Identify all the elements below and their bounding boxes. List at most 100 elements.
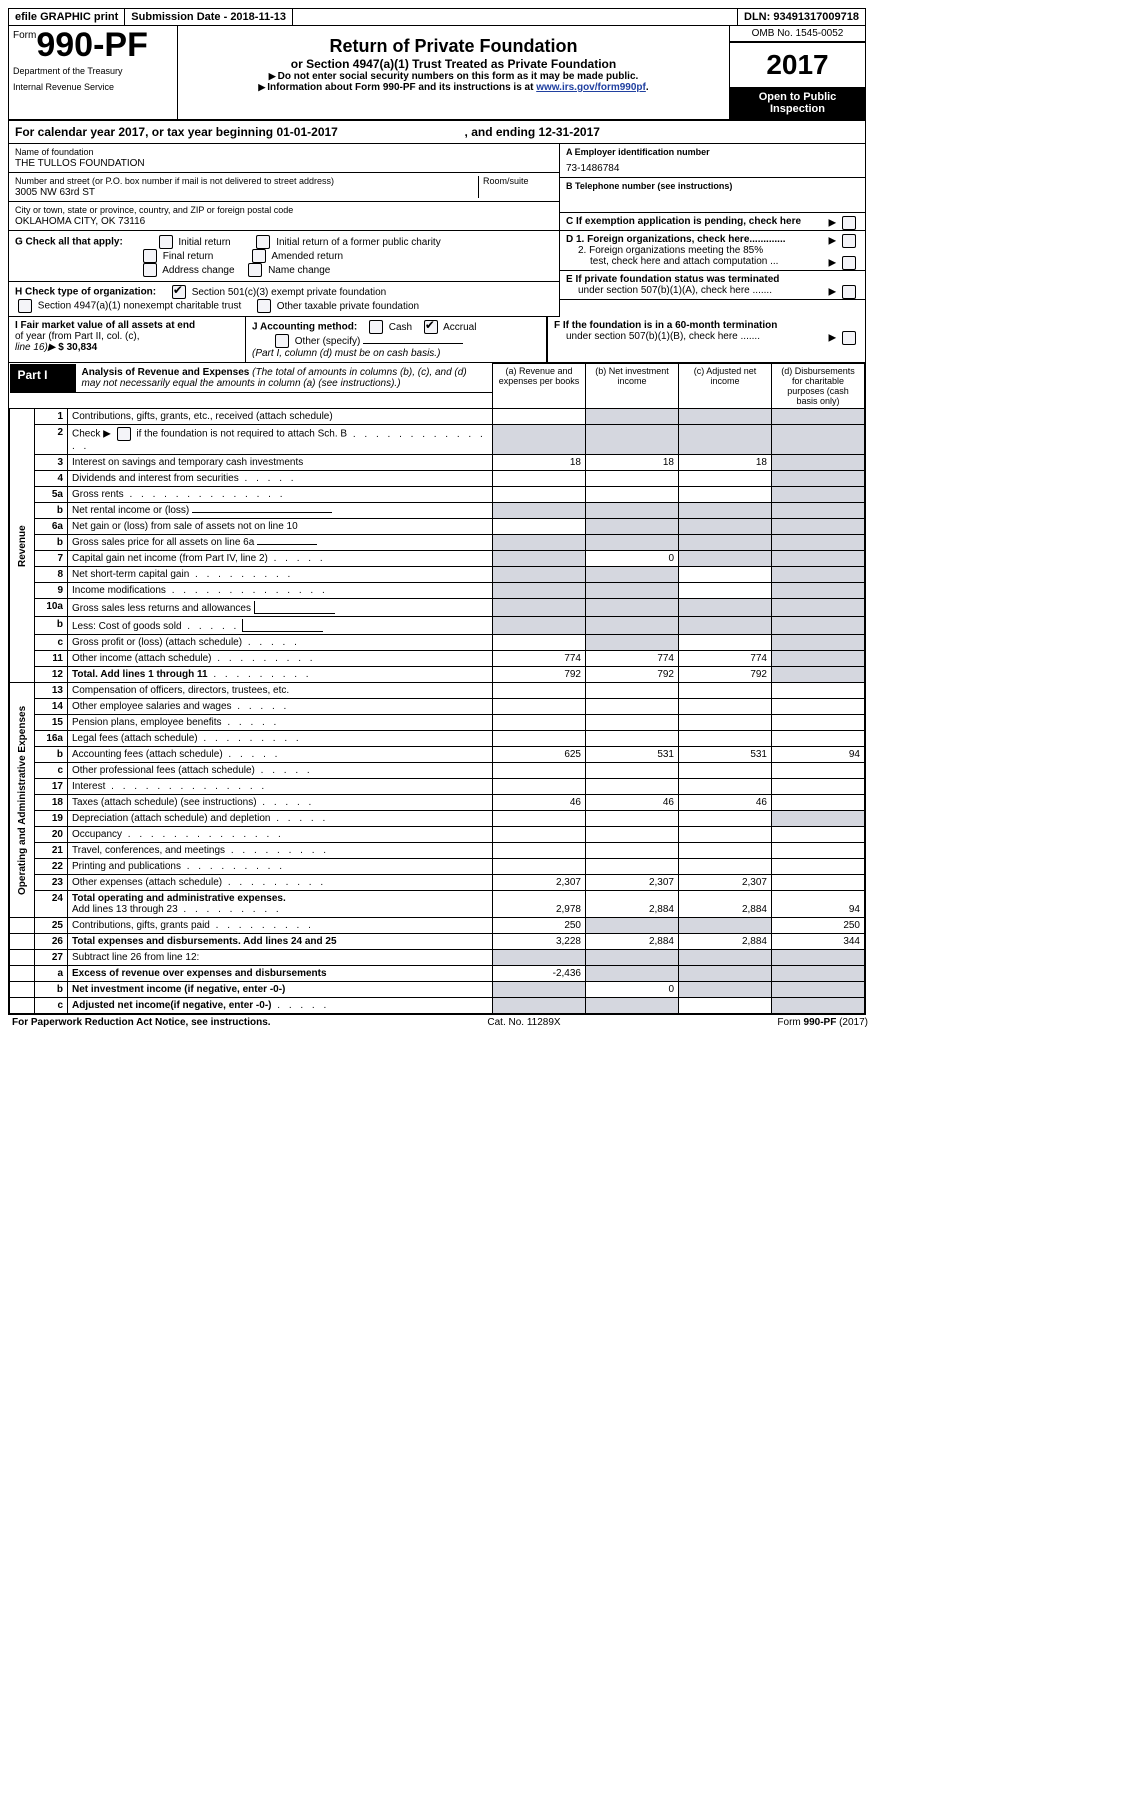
g-initial-former-chk[interactable] — [256, 235, 270, 249]
g-name-chk[interactable] — [248, 263, 262, 277]
j-other-chk[interactable] — [275, 334, 289, 348]
r2-chk[interactable] — [117, 427, 131, 441]
e-checkbox[interactable] — [842, 285, 856, 299]
r9: Income modifications — [68, 583, 493, 599]
row-9: 9Income modifications — [10, 583, 865, 599]
r10c: Gross profit or (loss) (attach schedule) — [68, 635, 493, 651]
j-label: J Accounting method: — [252, 322, 357, 333]
v11b: 774 — [586, 651, 679, 667]
row-5b: bNet rental income or (loss) — [10, 503, 865, 519]
v18a: 46 — [493, 795, 586, 811]
g-label: G Check all that apply: — [15, 237, 123, 248]
row-6a: 6aNet gain or (loss) from sale of assets… — [10, 519, 865, 535]
j-accrual: Accrual — [443, 322, 476, 333]
g-cell: G Check all that apply: Initial return I… — [9, 231, 559, 282]
row-19: 19Depreciation (attach schedule) and dep… — [10, 811, 865, 827]
g-initial-former: Initial return of a former public charit… — [276, 237, 441, 248]
row-3: 3Interest on savings and temporary cash … — [10, 455, 865, 471]
r10b: Less: Cost of goods sold — [68, 617, 493, 635]
v26b: 2,884 — [586, 934, 679, 950]
row-12: 12Total. Add lines 1 through 11 79279279… — [10, 667, 865, 683]
r15: Pension plans, employee benefits — [68, 715, 493, 731]
j-note: (Part I, column (d) must be on cash basi… — [252, 348, 440, 359]
h-other-chk[interactable] — [257, 299, 271, 313]
row-8: 8Net short-term capital gain — [10, 567, 865, 583]
g-final-chk[interactable] — [143, 249, 157, 263]
r23: Other expenses (attach schedule) — [68, 875, 493, 891]
v12a: 792 — [493, 667, 586, 683]
c-label: C If exemption application is pending, c… — [566, 216, 801, 227]
cal-begin: 01-01-2017 — [276, 125, 337, 139]
tel-cell: B Telephone number (see instructions) — [560, 178, 865, 213]
h-4947-chk[interactable] — [18, 299, 32, 313]
dept-irs: Internal Revenue Service — [13, 82, 173, 92]
addr-label: Number and street (or P.O. box number if… — [15, 176, 474, 186]
row-16a: 16aLegal fees (attach schedule) — [10, 731, 865, 747]
row-24: 24 Total operating and administrative ex… — [10, 891, 865, 918]
v3b: 18 — [586, 455, 679, 471]
header-center: Return of Private Foundation or Section … — [178, 26, 730, 119]
c-cell: C If exemption application is pending, c… — [560, 213, 865, 231]
i-l1: I Fair market value of all assets at end — [15, 320, 195, 331]
row-14: 14Other employee salaries and wages — [10, 699, 865, 715]
row-20: 20Occupancy — [10, 827, 865, 843]
e-cell: E If private foundation status was termi… — [560, 271, 865, 300]
r19: Depreciation (attach schedule) and deple… — [68, 811, 493, 827]
info-row-2: G Check all that apply: Initial return I… — [9, 231, 865, 317]
d-cell: D 1. Foreign organizations, check here..… — [560, 231, 865, 271]
form-number: 990-PF — [36, 30, 148, 60]
r25: Contributions, gifts, grants paid — [68, 918, 493, 934]
r20: Occupancy — [68, 827, 493, 843]
v11c: 774 — [679, 651, 772, 667]
e-l1: E If private foundation status was termi… — [566, 274, 779, 285]
footer-left: For Paperwork Reduction Act Notice, see … — [12, 1017, 271, 1028]
row-16b: bAccounting fees (attach schedule) 62553… — [10, 747, 865, 763]
row-23: 23Other expenses (attach schedule) 2,307… — [10, 875, 865, 891]
row-22: 22Printing and publications — [10, 859, 865, 875]
i-l2: of year (from Part II, col. (c), — [15, 331, 139, 342]
col-d-hdr: (d) Disbursements for charitable purpose… — [772, 364, 865, 409]
instructions-link[interactable]: www.irs.gov/form990pf — [536, 82, 646, 93]
r3: Interest on savings and temporary cash i… — [68, 455, 493, 471]
ein-label: A Employer identification number — [566, 147, 859, 157]
revenue-label: Revenue — [10, 409, 35, 683]
r7: Capital gain net income (from Part IV, l… — [68, 551, 493, 567]
j-accrual-chk[interactable] — [424, 320, 438, 334]
j-cash: Cash — [389, 322, 412, 333]
j-cash-chk[interactable] — [369, 320, 383, 334]
j-cell: J Accounting method: Cash Accrual Other … — [246, 317, 547, 362]
v24d: 94 — [772, 891, 865, 918]
address-cell: Number and street (or P.O. box number if… — [9, 173, 559, 202]
d1-checkbox[interactable] — [842, 234, 856, 248]
d2-checkbox[interactable] — [842, 256, 856, 270]
row-27a: aExcess of revenue over expenses and dis… — [10, 966, 865, 982]
h-4947: Section 4947(a)(1) nonexempt charitable … — [38, 301, 241, 312]
g-addr-chk[interactable] — [143, 263, 157, 277]
page-footer: For Paperwork Reduction Act Notice, see … — [8, 1015, 872, 1030]
addr-value: 3005 NW 63rd ST — [15, 187, 474, 198]
g-initial-chk[interactable] — [159, 235, 173, 249]
header-left: Form 990-PF Department of the Treasury I… — [9, 26, 178, 119]
g-amended-chk[interactable] — [252, 249, 266, 263]
city-value: OKLAHOMA CITY, OK 73116 — [15, 216, 553, 227]
v24a: 2,978 — [493, 891, 586, 918]
col-c-hdr: (c) Adjusted net income — [679, 364, 772, 409]
v3a: 18 — [493, 455, 586, 471]
r16b: Accounting fees (attach schedule) — [68, 747, 493, 763]
c-checkbox[interactable] — [842, 216, 856, 230]
top-bar: efile GRAPHIC print Submission Date - 20… — [9, 9, 865, 26]
r5a: Gross rents — [68, 487, 493, 503]
foundation-name-cell: Name of foundation THE TULLOS FOUNDATION — [9, 144, 559, 173]
v16bb: 531 — [586, 747, 679, 763]
h-cell: H Check type of organization: Section 50… — [9, 282, 559, 317]
col-b-hdr: (b) Net investment income — [586, 364, 679, 409]
i-val: $ 30,834 — [58, 342, 97, 353]
ein-value: 73-1486784 — [566, 163, 859, 174]
open-public: Open to Public Inspection — [730, 87, 865, 119]
row-5a: 5aGross rents — [10, 487, 865, 503]
city-label: City or town, state or province, country… — [15, 205, 553, 215]
r4: Dividends and interest from securities — [68, 471, 493, 487]
part1-tag: Part I — [10, 364, 76, 392]
h-501c3-chk[interactable] — [172, 285, 186, 299]
f-checkbox[interactable] — [842, 331, 856, 345]
